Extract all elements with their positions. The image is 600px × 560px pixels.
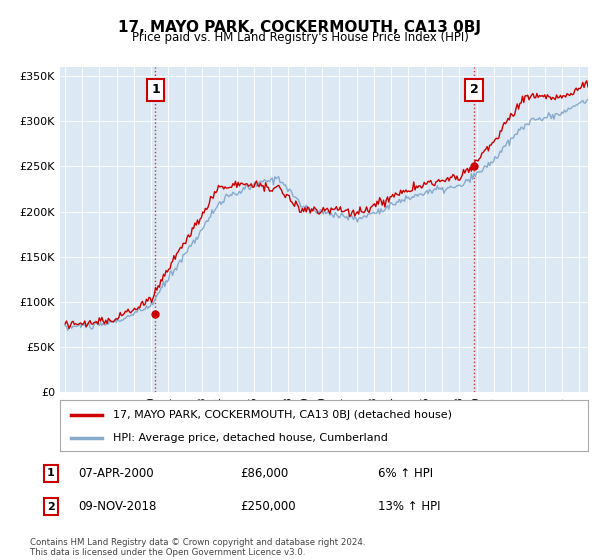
Text: £250,000: £250,000 xyxy=(240,500,296,514)
Text: Contains HM Land Registry data © Crown copyright and database right 2024.
This d: Contains HM Land Registry data © Crown c… xyxy=(30,538,365,557)
Text: 1: 1 xyxy=(47,468,55,478)
Text: 2: 2 xyxy=(47,502,55,512)
Text: 13% ↑ HPI: 13% ↑ HPI xyxy=(378,500,440,514)
Text: 17, MAYO PARK, COCKERMOUTH, CA13 0BJ (detached house): 17, MAYO PARK, COCKERMOUTH, CA13 0BJ (de… xyxy=(113,409,452,419)
Text: 2: 2 xyxy=(470,83,478,96)
Text: 07-APR-2000: 07-APR-2000 xyxy=(78,466,154,480)
Text: 6% ↑ HPI: 6% ↑ HPI xyxy=(378,466,433,480)
Text: HPI: Average price, detached house, Cumberland: HPI: Average price, detached house, Cumb… xyxy=(113,433,388,443)
Text: 1: 1 xyxy=(151,83,160,96)
Text: £86,000: £86,000 xyxy=(240,466,288,480)
Text: Price paid vs. HM Land Registry's House Price Index (HPI): Price paid vs. HM Land Registry's House … xyxy=(131,31,469,44)
Text: 09-NOV-2018: 09-NOV-2018 xyxy=(78,500,157,514)
Text: 17, MAYO PARK, COCKERMOUTH, CA13 0BJ: 17, MAYO PARK, COCKERMOUTH, CA13 0BJ xyxy=(119,20,482,35)
